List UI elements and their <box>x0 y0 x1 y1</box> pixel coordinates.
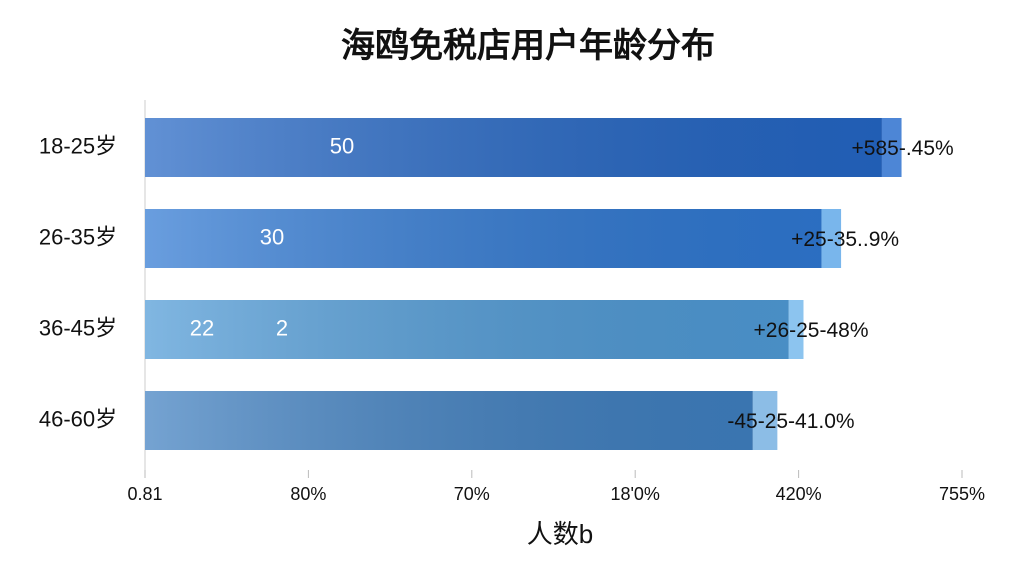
y-tick-label: 36-45岁 <box>39 315 117 340</box>
x-tick-label: 80% <box>290 484 326 504</box>
inner-label: 22 <box>190 315 214 340</box>
end-label: +26-25-48% <box>754 319 869 342</box>
inner-label: 50 <box>330 133 354 158</box>
chart-title: 海鸥免税店用户年龄分布 <box>341 27 715 65</box>
bar-sheen <box>145 209 822 268</box>
y-tick-label: 26-35岁 <box>39 224 117 249</box>
bar <box>881 118 902 177</box>
inner-label: 2 <box>276 315 288 340</box>
y-tick-label: 46-60岁 <box>39 406 117 431</box>
y-tick-label: 18-25岁 <box>39 133 117 158</box>
end-label: -45-25-41.0% <box>727 410 854 433</box>
end-label: +25-35..9% <box>791 228 899 251</box>
bar <box>821 209 842 268</box>
x-axis-title: 人数b <box>527 519 593 549</box>
inner-label: 6 <box>126 406 138 431</box>
bar <box>788 300 804 359</box>
bar-sheen <box>145 118 882 177</box>
x-tick-label: 18'0% <box>610 484 659 504</box>
bar <box>752 391 778 450</box>
x-tick-label: 755% <box>939 484 985 504</box>
end-label: +585-.45% <box>852 137 954 160</box>
x-tick-label: 70% <box>454 484 490 504</box>
bar-sheen <box>145 391 753 450</box>
bar-sheen <box>145 300 789 359</box>
inner-label: 30 <box>260 224 284 249</box>
x-tick-label: 420% <box>776 484 822 504</box>
x-tick-label: 0.81 <box>127 484 162 504</box>
